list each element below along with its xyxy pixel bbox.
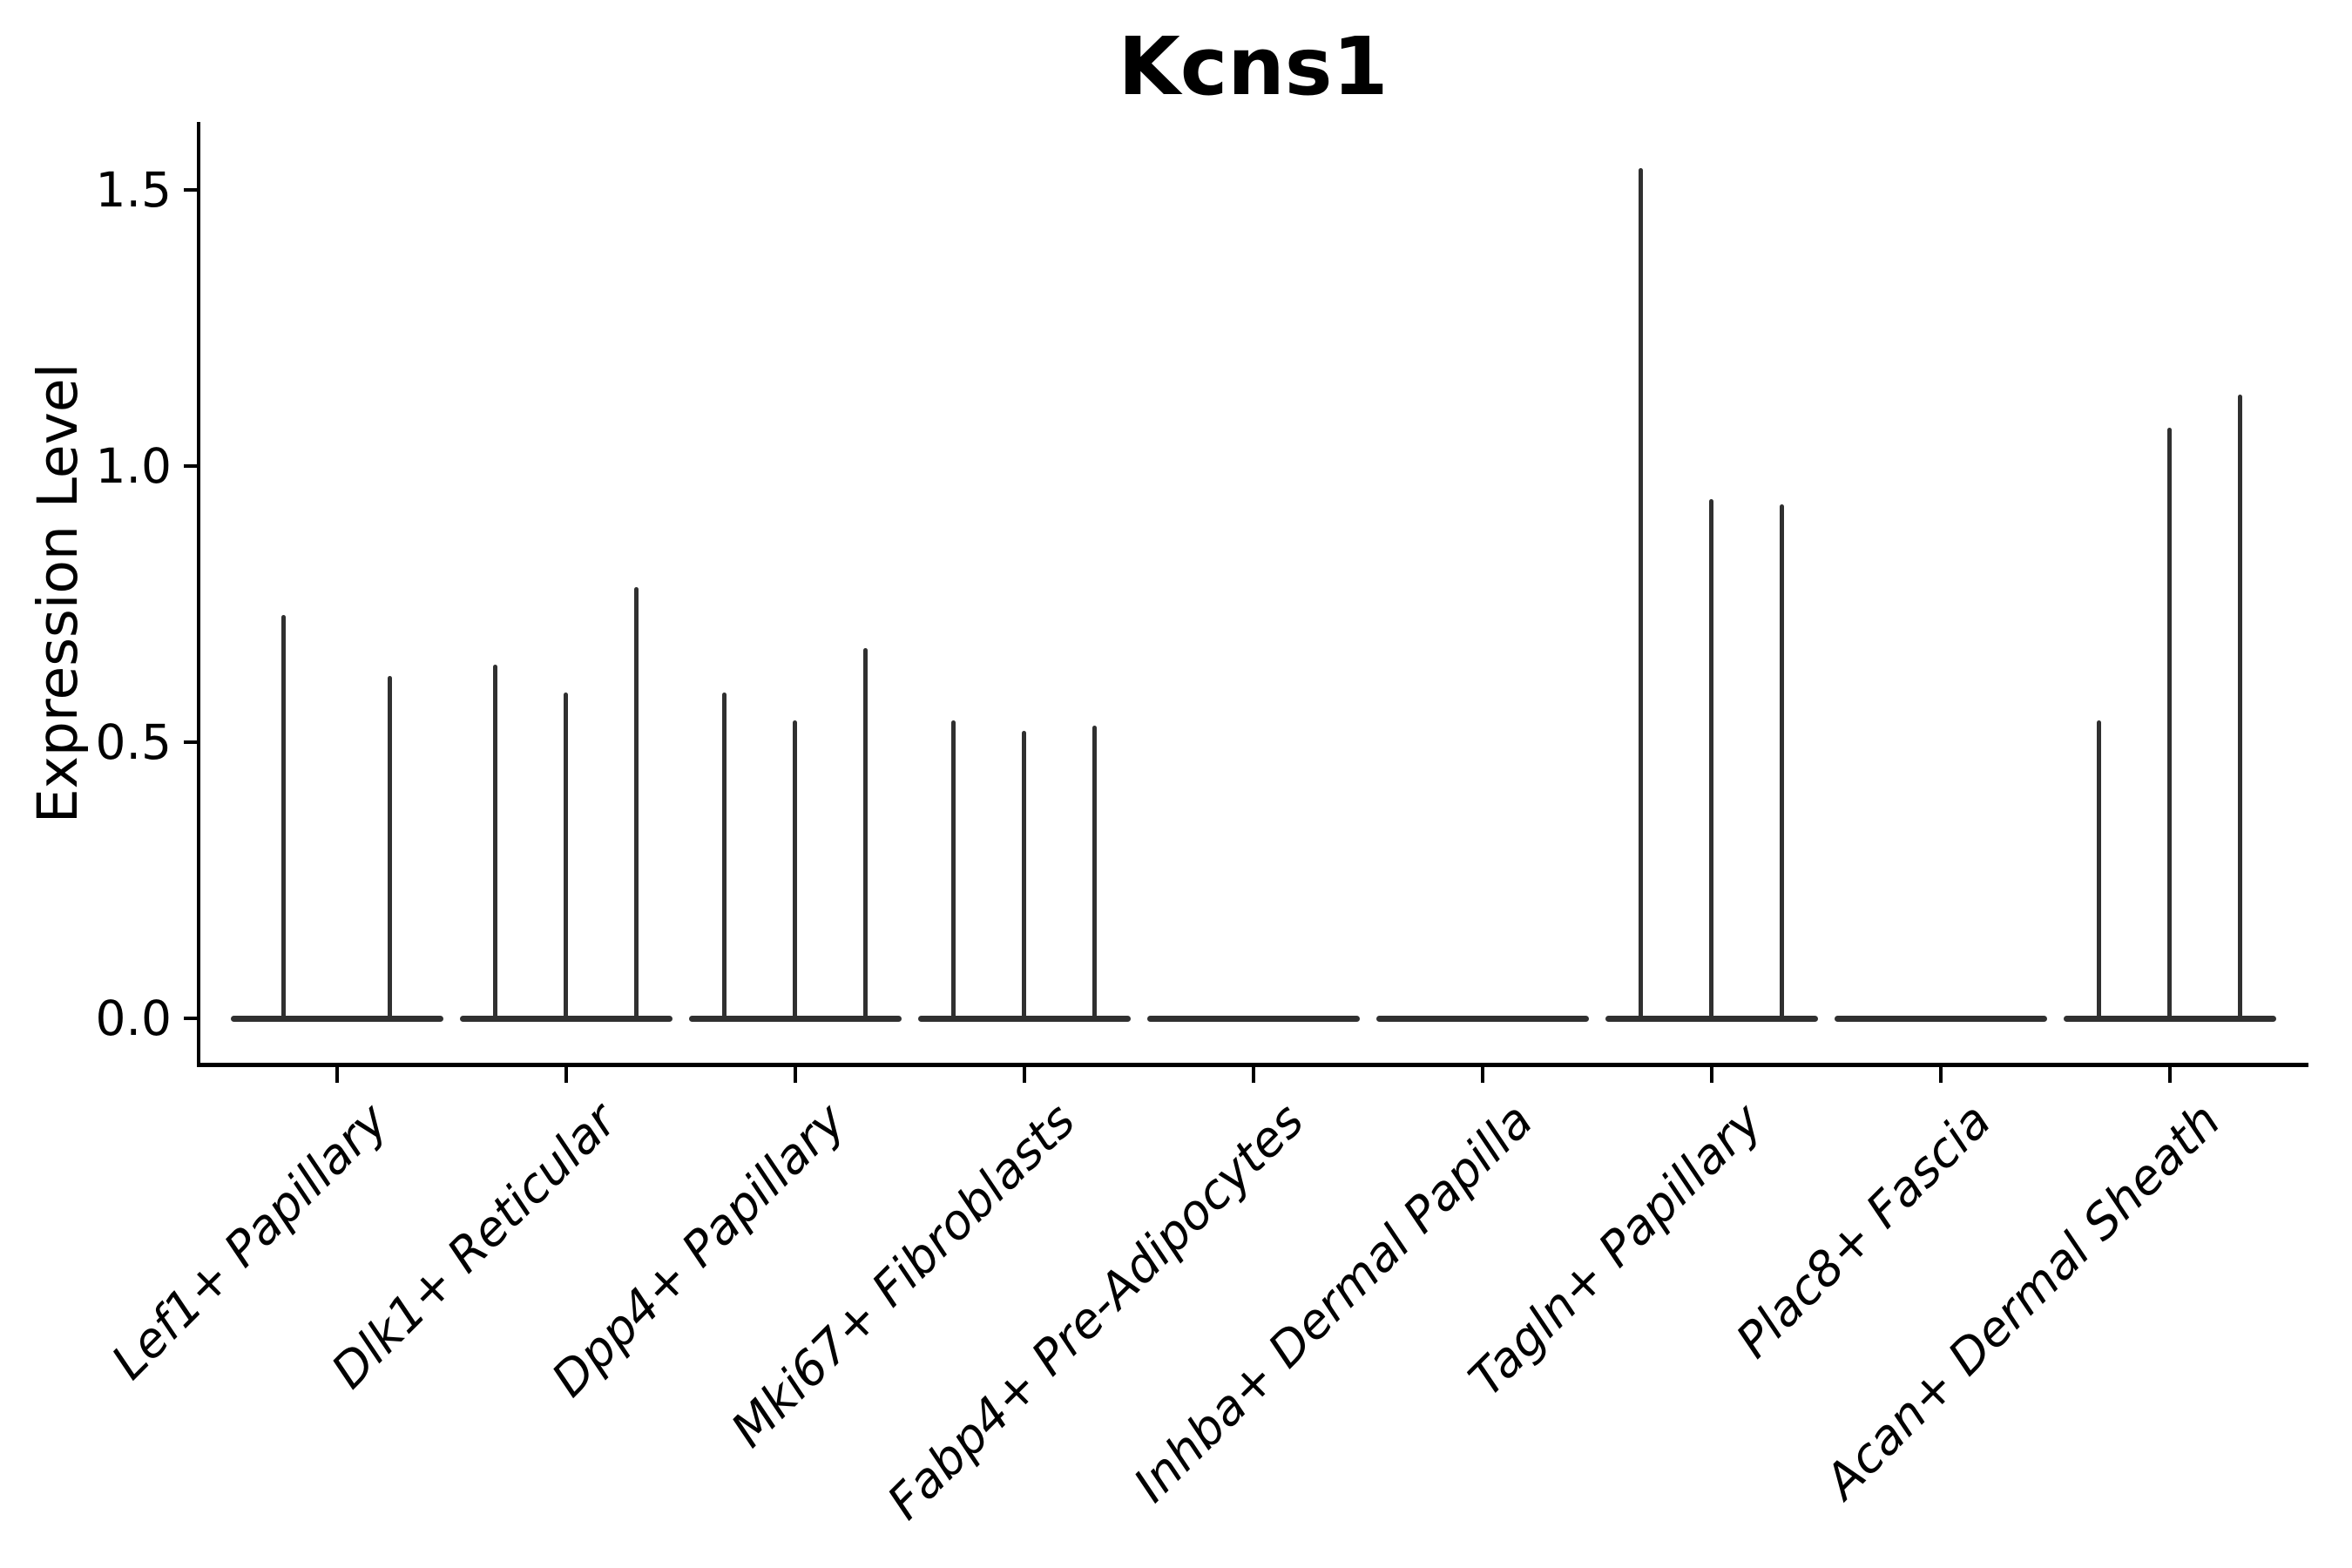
violin-baseline: [459, 1016, 672, 1022]
y-tick-label: 0.5: [95, 714, 172, 770]
violin-baseline: [2063, 1016, 2276, 1022]
violin-spike: [1780, 504, 1785, 1018]
violin-baseline: [1605, 1016, 1818, 1022]
violin-spike: [2238, 394, 2243, 1018]
violin-spike: [281, 615, 286, 1018]
violin-spike: [1709, 499, 1713, 1018]
y-tick: [184, 740, 197, 744]
violin-spike: [721, 692, 727, 1018]
y-tick: [184, 464, 197, 468]
violin-spike: [564, 692, 568, 1018]
violin-spike: [1022, 731, 1026, 1018]
chart-title: Kcns1: [1118, 20, 1389, 113]
violin-spike: [1638, 167, 1643, 1018]
violin-baseline: [917, 1016, 1131, 1022]
x-tick: [1480, 1067, 1484, 1083]
x-tick-label: Inhba+ Dermal Papilla: [1123, 1092, 1544, 1513]
x-tick: [564, 1067, 568, 1083]
violin-spike: [793, 720, 797, 1018]
x-tick: [1709, 1067, 1713, 1083]
violin-baseline: [1146, 1016, 1360, 1022]
violin-baseline: [688, 1016, 902, 1022]
violin-spike: [950, 720, 956, 1018]
y-tick: [184, 1017, 197, 1020]
violin-spike: [863, 648, 868, 1018]
x-tick-label: Acan+ Dermal Sheath: [1814, 1092, 2231, 1510]
violin-spike: [1092, 725, 1098, 1018]
y-tick: [184, 188, 197, 192]
x-tick: [1022, 1067, 1026, 1083]
x-axis-spine: [197, 1063, 2308, 1067]
violin-baseline: [230, 1016, 443, 1022]
x-tick: [335, 1067, 339, 1083]
y-axis-spine: [197, 122, 200, 1067]
violin-spike: [2167, 427, 2172, 1018]
violin-baseline: [1375, 1016, 1589, 1022]
x-tick: [793, 1067, 797, 1083]
violin-spike: [634, 587, 639, 1018]
violin-baseline: [1834, 1016, 2047, 1022]
x-tick: [1251, 1067, 1255, 1083]
violin-spike: [2096, 720, 2101, 1018]
y-tick-label: 1.0: [95, 438, 172, 494]
y-tick-label: 0.0: [95, 990, 172, 1046]
y-tick-label: 1.5: [95, 162, 172, 218]
x-tick: [1938, 1067, 1943, 1083]
x-tick-label: Fabp4+ Pre-Adipocytes: [876, 1092, 1315, 1531]
violin-spike: [492, 665, 497, 1018]
x-tick: [2167, 1067, 2172, 1083]
violin-spike: [388, 675, 392, 1018]
